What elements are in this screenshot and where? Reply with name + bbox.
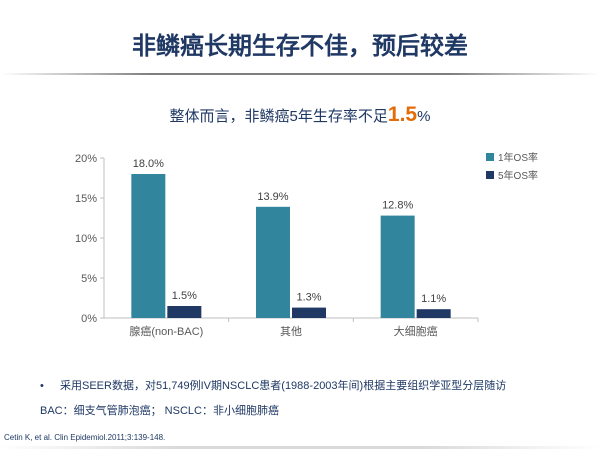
slide-title: 非鳞癌长期生存不佳，预后较差	[132, 33, 468, 60]
bullet-item: • 采用SEER数据，对51,749例IV期NSCLC患者(1988-2003年间…	[40, 377, 506, 393]
data-label: 12.8%	[382, 200, 413, 212]
slide-subtitle: 整体而言，非鳞癌5年生存率不足1.5%	[0, 103, 600, 127]
subtitle-highlight-value: 1.5	[387, 103, 418, 126]
bullet-marker: •	[40, 380, 44, 392]
y-tick-label: 10%	[75, 233, 97, 245]
x-tick-label: 其他	[280, 325, 302, 338]
bar	[131, 174, 166, 318]
footer-divider	[0, 446, 600, 449]
data-label: 13.9%	[257, 191, 288, 203]
subtitle-unit: %	[417, 108, 431, 125]
x-tick-label: 大细胞癌	[394, 324, 438, 338]
y-tick-label: 20%	[75, 153, 97, 165]
bar	[256, 206, 290, 318]
data-label: 1.1%	[421, 293, 446, 305]
survival-bar-chart: 0% 5% 10% 15% 20% 18.0% 1.5% 腺癌(non-BAC) 13.9% 1.…	[75, 151, 538, 338]
bar	[292, 307, 326, 318]
title-divider	[0, 73, 600, 75]
y-tick-label: 15%	[75, 193, 97, 205]
legend-label: 5年OS率	[498, 169, 538, 182]
data-label: 1.5%	[172, 290, 197, 302]
citation: Cetin K, et al. Clin Epidemiol.2011;3:13…	[4, 433, 166, 442]
legend-label: 1年OS率	[498, 151, 538, 164]
bar	[380, 215, 415, 318]
bar	[416, 309, 451, 318]
bar	[167, 306, 202, 318]
data-label: 18.0%	[133, 158, 164, 170]
x-tick-label: 腺癌(non-BAC)	[129, 324, 203, 338]
abbreviation-note: BAC：细支气管肺泡癌； NSCLC：非小细胞肺癌	[40, 405, 279, 417]
y-tick-label: 5%	[81, 273, 97, 285]
data-label: 1.3%	[296, 292, 321, 304]
subtitle-text: 整体而言，非鳞癌5年生存率不足	[169, 108, 388, 125]
legend-swatch	[486, 153, 494, 161]
legend-swatch	[486, 171, 494, 179]
bullet-text: 采用SEER数据，对51,749例IV期NSCLC患者(1988-2003年间)…	[60, 380, 507, 392]
y-tick-label: 0%	[81, 313, 97, 325]
